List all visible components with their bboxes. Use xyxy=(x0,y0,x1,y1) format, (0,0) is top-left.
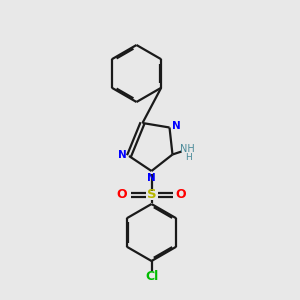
Text: N: N xyxy=(118,149,127,160)
Text: N: N xyxy=(172,121,181,131)
Text: O: O xyxy=(117,188,128,202)
Text: NH: NH xyxy=(179,144,194,154)
Text: H: H xyxy=(186,153,192,162)
Text: O: O xyxy=(176,188,186,202)
Text: N: N xyxy=(147,172,156,183)
Text: Cl: Cl xyxy=(145,269,158,283)
Text: S: S xyxy=(147,188,156,202)
